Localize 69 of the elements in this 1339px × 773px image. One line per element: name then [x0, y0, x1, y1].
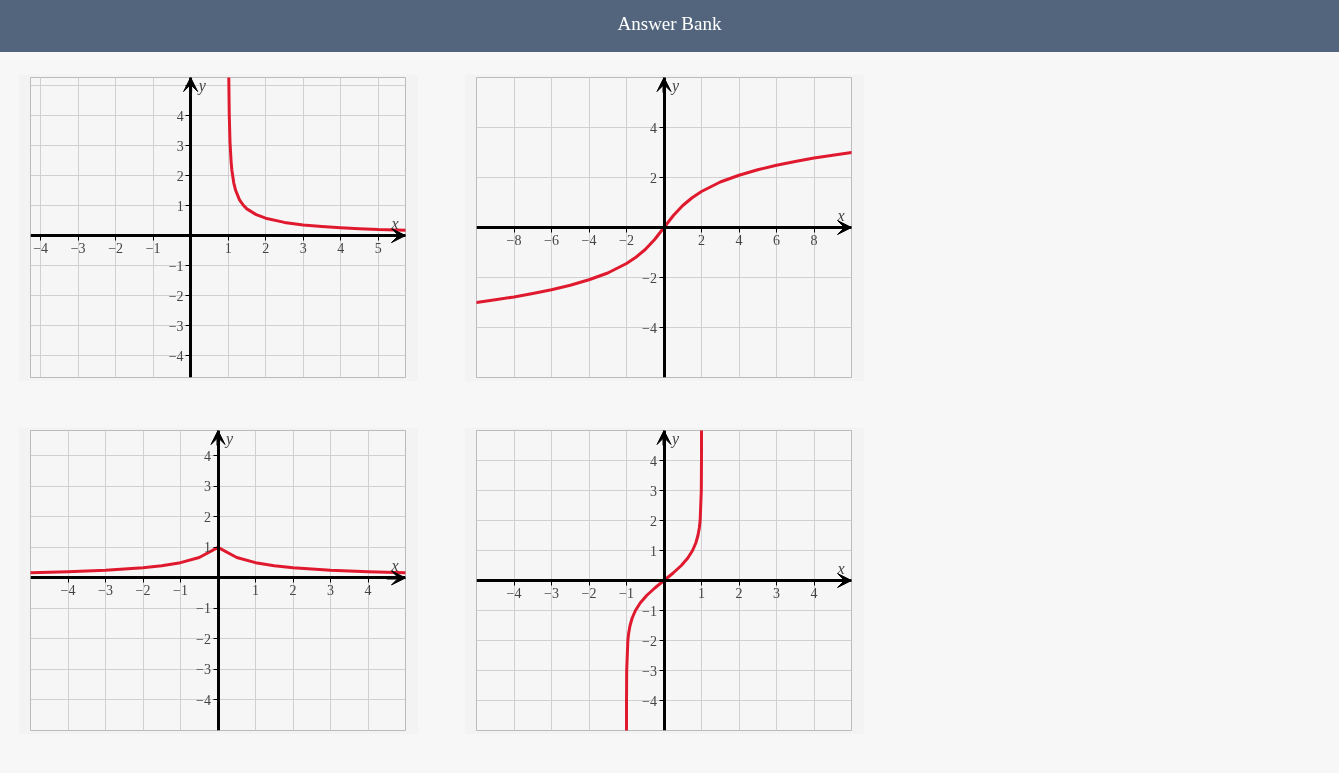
x-tick-label: 2	[289, 582, 297, 598]
x-tick-label: 3	[299, 240, 307, 256]
y-tick-label: 3	[204, 479, 211, 495]
x-tick-label: 2	[698, 232, 705, 248]
x-tick-label: −4	[33, 240, 49, 256]
x-tick-label: −2	[108, 240, 124, 256]
x-tick-label: −3	[544, 585, 559, 601]
y-tick-label: −1	[168, 258, 184, 274]
text: Answer Bank	[617, 12, 722, 36]
x-tick-label: −4	[581, 232, 597, 248]
x-tick-label: −8	[506, 232, 522, 248]
x-axis-title: x	[390, 556, 399, 574]
y-tick-label: 4	[176, 108, 184, 124]
x-tick-label: 4	[810, 585, 818, 601]
x-tick-label: 8	[810, 232, 818, 248]
x-tick-label: 1	[252, 582, 259, 598]
y-tick-label: 2	[650, 513, 657, 529]
x-tick-label: −6	[544, 232, 559, 248]
y-tick-label: −2	[642, 633, 658, 649]
y-tick-label: 4	[650, 120, 657, 136]
y-tick-label: 1	[204, 540, 211, 556]
y-tick-label: −2	[196, 631, 212, 647]
y-tick-label: −3	[642, 663, 658, 679]
y-tick-label: −4	[168, 348, 184, 364]
y-axis-title: y	[670, 76, 680, 95]
y-tick-label: 1	[650, 543, 657, 559]
x-tick-label: −3	[70, 240, 86, 256]
x-tick-label: −2	[581, 585, 597, 601]
y-tick-label: −1	[642, 603, 658, 619]
y-axis-title: y	[670, 429, 680, 448]
x-tick-label: 2	[262, 240, 270, 256]
y-tick-label: 4	[650, 453, 657, 469]
y-tick-label: −1	[196, 601, 212, 617]
x-tick-label: 3	[327, 582, 334, 598]
x-tick-label: 1	[698, 585, 705, 601]
x-tick-label: 4	[735, 232, 743, 248]
x-tick-label: −2	[619, 232, 634, 248]
x-tick-label: −4	[506, 585, 522, 601]
y-tick-label: −2	[642, 270, 658, 286]
x-tick-label: −1	[145, 240, 161, 256]
x-tick-label: −3	[98, 582, 113, 598]
y-tick-label: −3	[196, 662, 212, 678]
x-tick-label: −2	[135, 582, 151, 598]
y-axis-title: y	[224, 429, 234, 448]
x-tick-label: 5	[374, 240, 382, 256]
y-tick-label: 4	[204, 448, 211, 464]
x-axis-title: x	[836, 559, 845, 577]
x-tick-label: −1	[619, 585, 634, 601]
x-axis-title: x	[390, 214, 399, 232]
y-tick-label: 1	[176, 198, 184, 214]
y-tick-label: −2	[168, 288, 184, 304]
y-axis-title: y	[196, 76, 207, 95]
y-tick-label: −4	[642, 320, 658, 336]
y-tick-label: −3	[168, 318, 184, 334]
y-tick-label: 3	[176, 138, 184, 154]
y-tick-label: 2	[650, 170, 657, 186]
x-axis-title: x	[836, 206, 845, 224]
x-tick-label: 2	[735, 585, 743, 601]
y-tick-label: −4	[642, 693, 658, 709]
x-tick-label: 3	[773, 585, 780, 601]
x-tick-label: 1	[224, 240, 232, 256]
x-tick-label: 4	[337, 240, 345, 256]
y-tick-label: 2	[176, 168, 184, 184]
y-tick-label: 2	[204, 509, 211, 525]
x-tick-label: 6	[773, 232, 780, 248]
y-tick-label: −4	[196, 692, 212, 708]
x-tick-label: 4	[364, 582, 372, 598]
x-tick-label: −4	[60, 582, 76, 598]
y-tick-label: 3	[650, 483, 657, 499]
